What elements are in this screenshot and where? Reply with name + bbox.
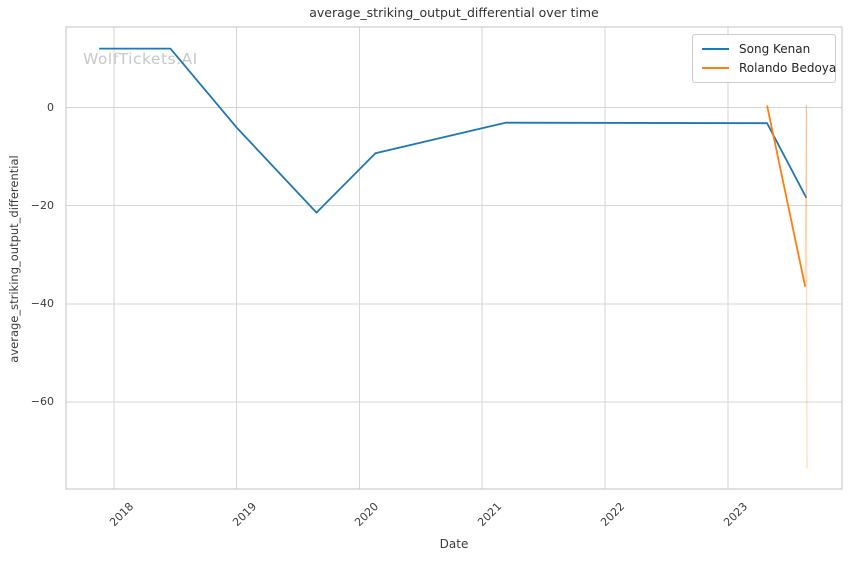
plot-border — [65, 26, 843, 490]
legend-label: Song Kenan — [739, 41, 811, 56]
y-tick-label: −20 — [30, 198, 54, 212]
legend-item: Rolando Bedoya — [702, 58, 836, 77]
watermark: WolfTickets.AI — [83, 50, 198, 68]
legend-item: Song Kenan — [702, 39, 826, 58]
legend: Song Kenan Rolando Bedoya — [692, 34, 836, 83]
y-tick-label: 0 — [47, 100, 54, 114]
chart-title: average_striking_output_differential ove… — [309, 5, 599, 20]
legend-label: Rolando Bedoya — [739, 60, 837, 75]
series-line-rolando-bedoya-vertical-drop — [805, 105, 808, 469]
series-line-rolando-bedoya-vertical-drop — [804, 105, 807, 287]
legend-line-swatch — [702, 47, 729, 50]
y-axis-label: average_striking_output_differential — [7, 155, 21, 363]
series-line-song-kenan — [99, 47, 808, 214]
x-axis-label: Date — [439, 537, 469, 551]
series-line-rolando-bedoya — [766, 105, 807, 287]
legend-line-swatch — [702, 66, 729, 69]
y-tick-label: −60 — [30, 395, 54, 409]
y-tick-label: −40 — [30, 296, 54, 310]
